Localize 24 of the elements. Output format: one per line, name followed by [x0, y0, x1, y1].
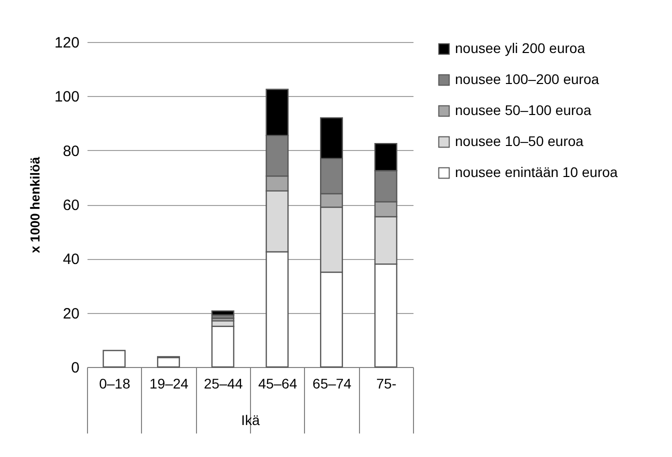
y-tick-label: 100: [54, 88, 80, 106]
y-tick-label: 60: [62, 197, 80, 214]
x-axis-title: Ikä: [241, 412, 260, 428]
x-tick-label: 19–24: [150, 376, 189, 392]
y-tick-label: 80: [62, 142, 80, 160]
x-tick-label: 0–18: [99, 376, 130, 392]
y-tick-label: 0: [71, 360, 80, 376]
bar: [102, 350, 126, 368]
legend-label: nousee yli 200 euroa: [455, 40, 586, 56]
x-tick-label: 65–74: [312, 376, 352, 392]
bar: [157, 356, 180, 368]
bar: [211, 310, 234, 316]
legend-label: nousee enintään 10 euroa: [455, 164, 618, 180]
y-tick-label: 120: [54, 34, 80, 52]
y-tick-label: 20: [62, 305, 80, 322]
legend-label: nousee 50–100 euroa: [455, 102, 592, 118]
legend-label: nousee 10–50 euroa: [455, 133, 584, 149]
legend-label: nousee 100–200 euroa: [455, 71, 600, 87]
y-axis-title: x 1000 henkilöä: [27, 156, 42, 254]
x-tick-label: 45–64: [258, 376, 298, 392]
y-tick-label: 40: [62, 251, 80, 268]
x-tick-label: 75-: [376, 376, 397, 392]
x-tick-label: 25–44: [204, 376, 244, 392]
bar: [211, 326, 234, 368]
